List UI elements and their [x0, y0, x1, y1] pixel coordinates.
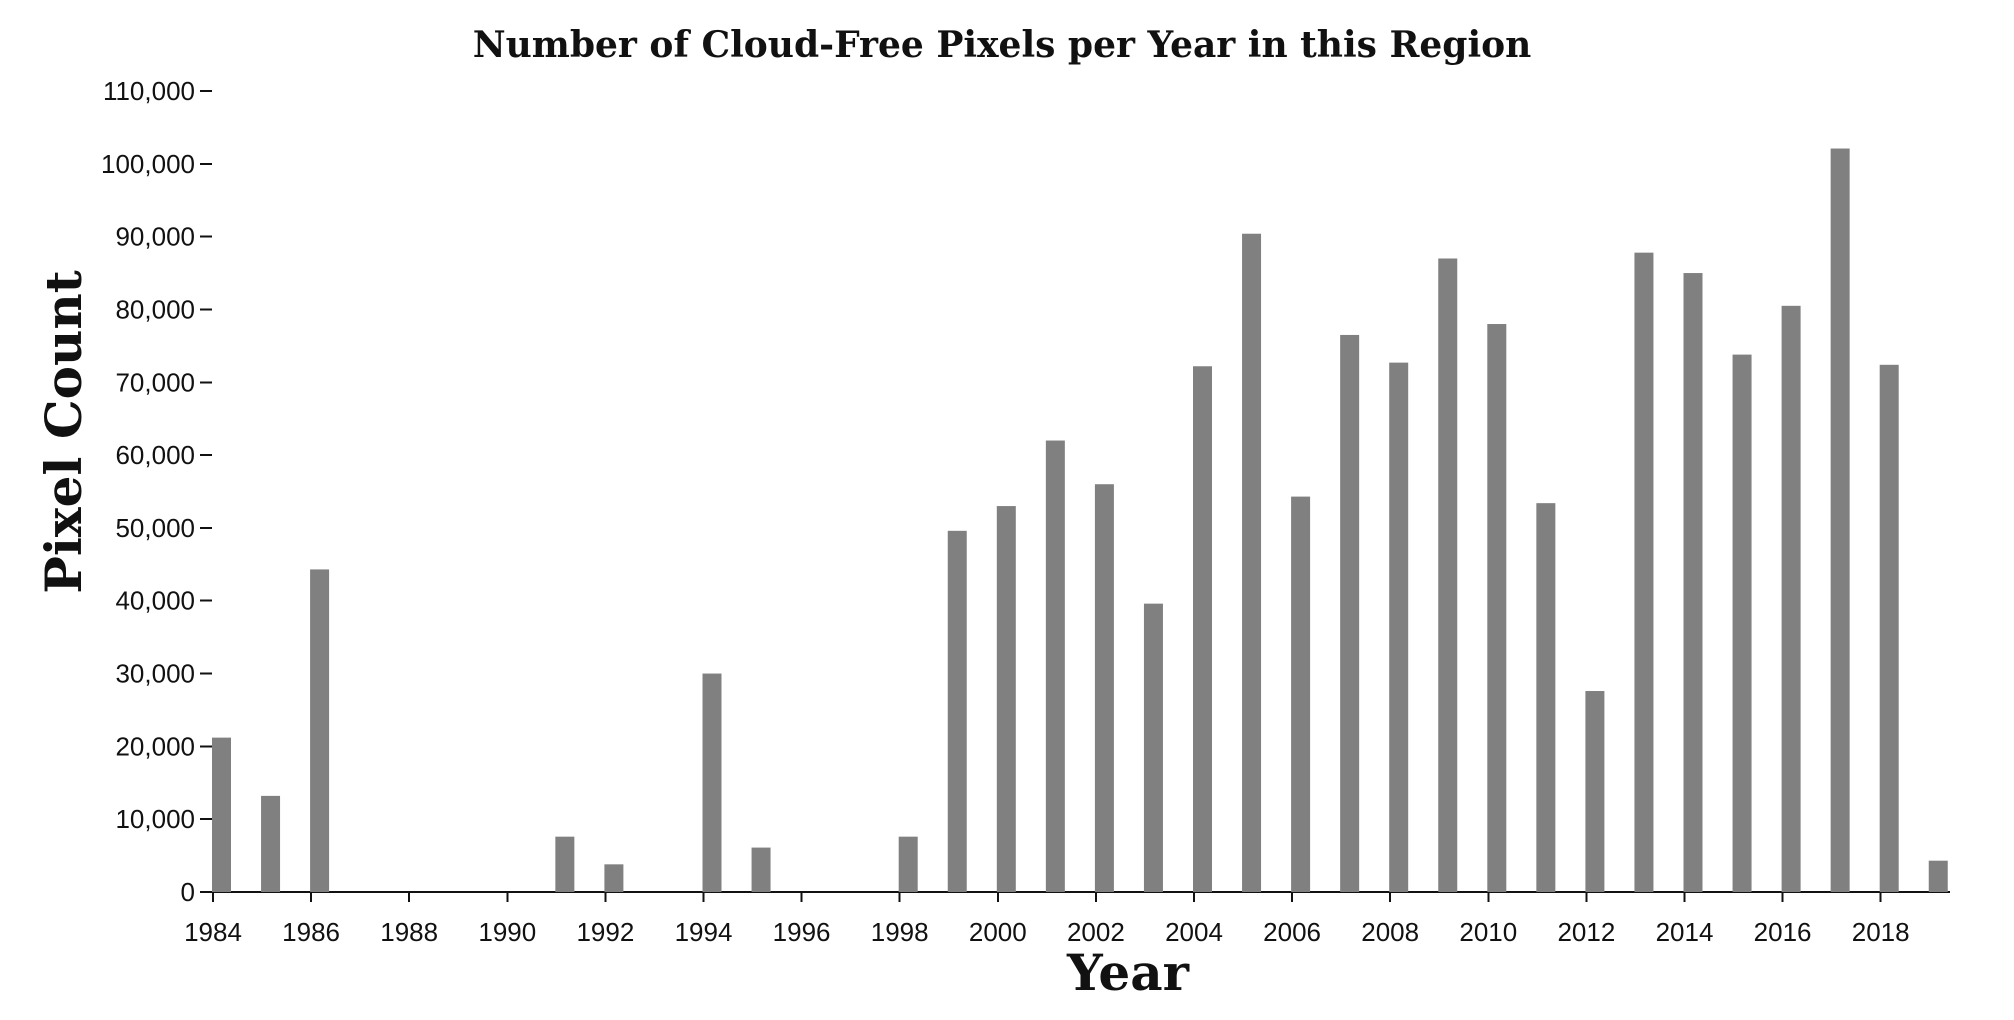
- bar-2014: [1683, 273, 1703, 893]
- y-tick-label: 90,000: [115, 222, 195, 252]
- bar-1994: [702, 673, 722, 892]
- bar-2012: [1585, 691, 1605, 892]
- x-tick-label: 2018: [1852, 917, 1910, 947]
- bar-2016: [1781, 305, 1801, 893]
- x-tick-label: 1992: [576, 917, 634, 947]
- y-tick-label: 0: [181, 877, 195, 907]
- bar-1986: [310, 569, 330, 892]
- bar-1998: [898, 836, 918, 892]
- x-tick-label: 1996: [773, 917, 831, 947]
- x-tick-label: 2014: [1656, 917, 1714, 947]
- x-tick-label: 1990: [478, 917, 536, 947]
- y-tick-label: 70,000: [115, 367, 195, 397]
- bar-1999: [947, 530, 967, 892]
- y-tick-label: 80,000: [115, 294, 195, 324]
- bar-2000: [996, 506, 1016, 892]
- bar-2015: [1732, 354, 1752, 892]
- x-tick-label: 2000: [969, 917, 1027, 947]
- x-tick-label: 2002: [1067, 917, 1125, 947]
- bar-2008: [1389, 362, 1409, 892]
- x-tick-label: 1994: [675, 917, 733, 947]
- y-tick-label: 30,000: [115, 659, 195, 689]
- y-tick-label: 60,000: [115, 440, 195, 470]
- bar-2003: [1143, 603, 1163, 892]
- bar-2017: [1830, 148, 1850, 892]
- bar-2009: [1438, 258, 1458, 892]
- x-tick-label: 1984: [184, 917, 242, 947]
- bar-2002: [1094, 484, 1114, 892]
- bar-2019: [1928, 860, 1948, 892]
- bar-2005: [1242, 233, 1262, 892]
- bar-1984: [212, 737, 231, 892]
- bars: [212, 148, 1948, 893]
- y-axis-title: Pixel Count: [34, 270, 93, 594]
- bar-2004: [1193, 366, 1212, 893]
- x-tick-label: 2010: [1459, 917, 1517, 947]
- x-tick-label: 2008: [1361, 917, 1419, 947]
- y-tick-label: 40,000: [115, 586, 195, 616]
- x-axis-title: Year: [1066, 943, 1190, 1002]
- bar-1995: [751, 847, 771, 892]
- bar-2011: [1536, 503, 1556, 892]
- x-tick-label: 2012: [1557, 917, 1615, 947]
- chart-title: Number of Cloud-Free Pixels per Year in …: [473, 24, 1532, 66]
- x-tick-label: 2016: [1754, 917, 1812, 947]
- y-tick-label: 110,000: [103, 76, 195, 106]
- x-tick-label: 1986: [282, 917, 340, 947]
- bar-2006: [1291, 496, 1311, 892]
- x-tick-label: 1988: [380, 917, 438, 947]
- y-tick-label: 10,000: [115, 804, 195, 834]
- y-tick-label: 20,000: [115, 731, 195, 761]
- x-axis: 1984 1986 1988 1990 1992 1994 1996 1998 2000 2002…: [184, 891, 1950, 947]
- bar-1992: [604, 864, 624, 892]
- bar-1985: [261, 795, 281, 892]
- x-tick-label: 2004: [1165, 917, 1223, 947]
- x-tick-label: 2006: [1263, 917, 1321, 947]
- x-tick-label: 1998: [871, 917, 929, 947]
- bar-2013: [1634, 252, 1654, 892]
- bar-2018: [1879, 364, 1899, 892]
- y-tick-label: 100,000: [101, 149, 195, 179]
- y-tick-label: 50,000: [115, 513, 195, 543]
- y-axis: 0 10,000 20,000 30,000 40,000 50,000 60,000 70,…: [101, 76, 212, 907]
- bar-1991: [555, 836, 575, 892]
- bar-2001: [1045, 440, 1065, 892]
- bar-2007: [1340, 334, 1360, 892]
- bar-2010: [1487, 324, 1507, 892]
